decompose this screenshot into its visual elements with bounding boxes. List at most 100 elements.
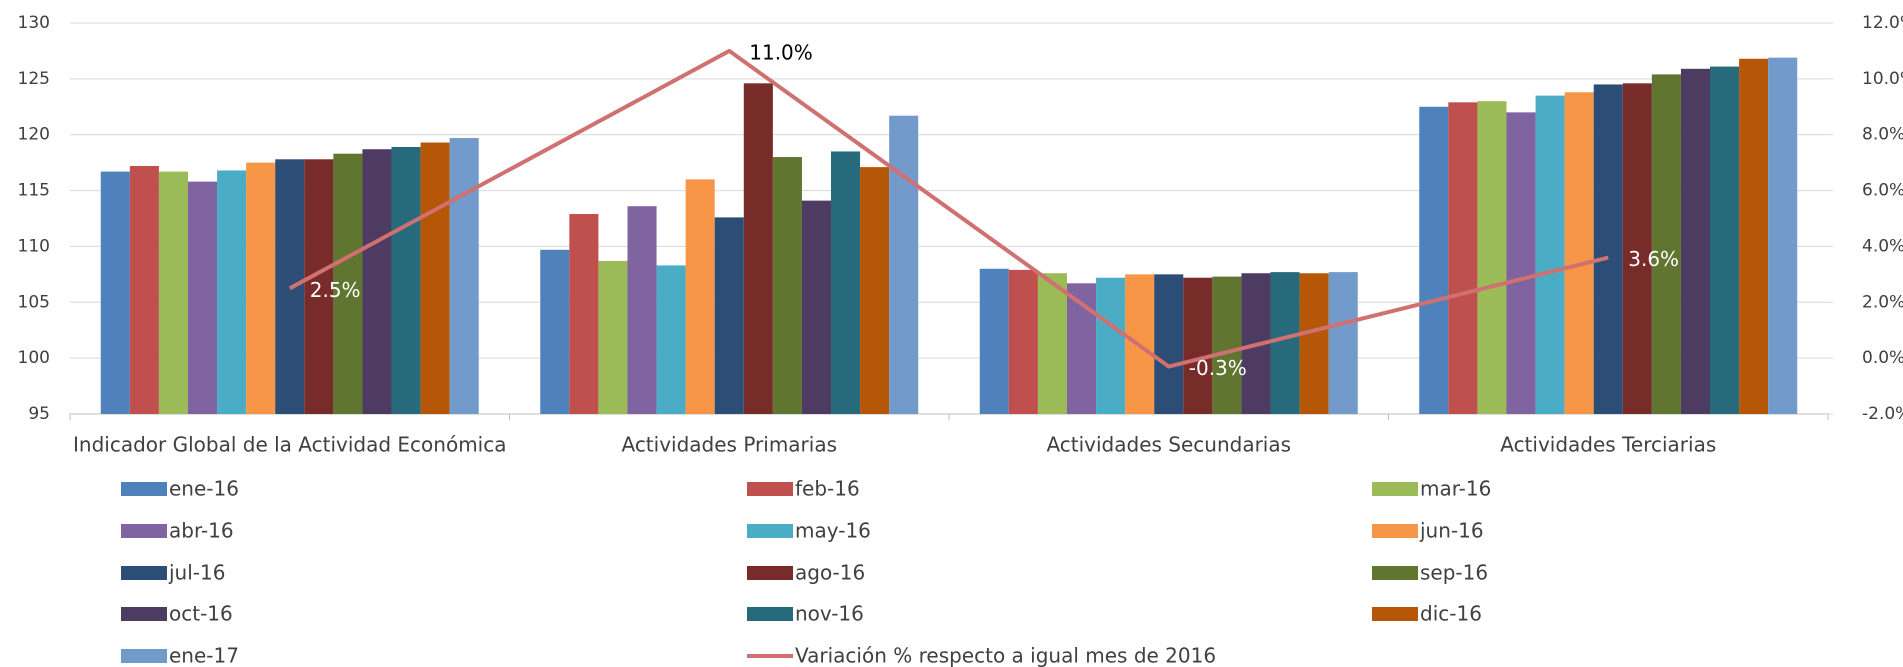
bar bbox=[1506, 112, 1536, 414]
bar bbox=[1680, 68, 1711, 414]
bar bbox=[100, 171, 130, 414]
legend-label: dic-16 bbox=[1420, 602, 1482, 626]
legend-swatch bbox=[121, 607, 167, 621]
y-tick-label: 120 bbox=[18, 125, 50, 145]
bar bbox=[598, 260, 628, 414]
bar bbox=[420, 142, 450, 414]
bar bbox=[362, 149, 392, 415]
y2-tick-label: 2.0% bbox=[1862, 292, 1903, 312]
bar bbox=[831, 151, 861, 414]
legend-label: mar-16 bbox=[1420, 477, 1491, 501]
bar bbox=[1037, 273, 1067, 414]
legend-swatch bbox=[747, 524, 793, 538]
bar bbox=[1710, 66, 1740, 414]
y-tick-label: 95 bbox=[28, 404, 50, 424]
y-tick-label: 105 bbox=[18, 292, 50, 312]
legend-swatch bbox=[747, 482, 793, 496]
legend-label: ago-16 bbox=[795, 561, 865, 585]
legend-label: sep-16 bbox=[1420, 561, 1488, 585]
legend-swatch bbox=[1372, 524, 1418, 538]
x-tick-label: Indicador Global de la Actividad Económi… bbox=[73, 433, 506, 457]
y-tick-label: 100 bbox=[18, 348, 50, 368]
y2-tick-label: 6.0% bbox=[1862, 181, 1903, 201]
bar bbox=[889, 115, 919, 415]
legend-label: Variación % respecto a igual mes de 2016 bbox=[795, 644, 1216, 667]
bar bbox=[1622, 83, 1652, 414]
x-tick-label: Actividades Primarias bbox=[621, 433, 837, 457]
y2-tick-label: 10.0% bbox=[1862, 69, 1903, 89]
bar bbox=[158, 171, 188, 414]
line-series bbox=[288, 48, 1609, 369]
bar bbox=[187, 181, 218, 414]
bar bbox=[1212, 276, 1242, 414]
bar bbox=[217, 170, 247, 414]
legend-label: ene-16 bbox=[169, 477, 239, 501]
y2-tick-label: 4.0% bbox=[1862, 236, 1903, 256]
legend-label: jun-16 bbox=[1419, 519, 1484, 543]
bar bbox=[540, 249, 570, 414]
legend-label: jul-16 bbox=[168, 561, 225, 585]
bar bbox=[1448, 102, 1478, 415]
y-tick-label: 125 bbox=[18, 69, 50, 89]
legend-swatch bbox=[121, 649, 167, 663]
bar bbox=[1651, 74, 1681, 414]
legend-swatch bbox=[1372, 566, 1418, 580]
bar bbox=[860, 167, 890, 414]
bar bbox=[129, 165, 159, 414]
bar bbox=[1328, 272, 1358, 414]
bar bbox=[1593, 84, 1623, 414]
bar bbox=[714, 217, 744, 414]
legend-label: abr-16 bbox=[169, 519, 234, 543]
bar bbox=[304, 159, 334, 414]
bar bbox=[685, 179, 715, 414]
bar bbox=[979, 268, 1009, 414]
bar bbox=[1299, 273, 1329, 414]
legend-swatch bbox=[747, 566, 793, 580]
y2-tick-label: 12.0% bbox=[1862, 13, 1903, 33]
data-label: 11.0% bbox=[749, 40, 813, 64]
bar bbox=[1270, 272, 1300, 414]
bar bbox=[333, 153, 363, 414]
bar bbox=[1535, 95, 1565, 414]
data-label: 3.6% bbox=[1628, 247, 1679, 271]
legend-swatch bbox=[1372, 482, 1418, 496]
bar bbox=[1419, 106, 1449, 415]
y2-tick-label: 8.0% bbox=[1862, 125, 1903, 145]
data-label: 2.5% bbox=[310, 278, 361, 302]
bar bbox=[569, 214, 599, 414]
y-tick-label: 130 bbox=[18, 13, 50, 33]
bar bbox=[772, 157, 802, 415]
bar bbox=[1768, 57, 1798, 414]
legend-swatch bbox=[1372, 607, 1418, 621]
legend-swatch bbox=[747, 607, 793, 621]
y2-tick-label: -2.0% bbox=[1862, 404, 1903, 424]
legend-label: oct-16 bbox=[169, 602, 233, 626]
bar bbox=[801, 200, 832, 414]
legend-swatch bbox=[121, 566, 167, 580]
data-label: -0.3% bbox=[1189, 356, 1247, 380]
bar bbox=[1154, 274, 1184, 414]
bar bbox=[627, 206, 657, 414]
bar bbox=[1564, 92, 1594, 415]
bar bbox=[1096, 277, 1126, 414]
y-tick-label: 110 bbox=[18, 236, 50, 256]
bar bbox=[1739, 58, 1769, 415]
legend-swatch bbox=[121, 524, 167, 538]
bar bbox=[1008, 269, 1038, 414]
legend-label: feb-16 bbox=[795, 477, 860, 501]
y-tick-label: 115 bbox=[18, 181, 50, 201]
y2-tick-label: 0.0% bbox=[1862, 348, 1903, 368]
bar bbox=[246, 162, 276, 414]
bar bbox=[391, 147, 421, 414]
bar bbox=[743, 83, 773, 414]
bar bbox=[1477, 101, 1507, 414]
x-tick-label: Actividades Secundarias bbox=[1046, 433, 1291, 457]
x-tick-label: Actividades Terciarias bbox=[1500, 433, 1716, 457]
legend-swatch bbox=[121, 482, 167, 496]
legend-label: nov-16 bbox=[795, 602, 864, 626]
bar bbox=[656, 265, 686, 414]
legend-label: may-16 bbox=[795, 519, 871, 543]
legend-label: ene-17 bbox=[169, 644, 239, 667]
bar bbox=[449, 138, 479, 414]
